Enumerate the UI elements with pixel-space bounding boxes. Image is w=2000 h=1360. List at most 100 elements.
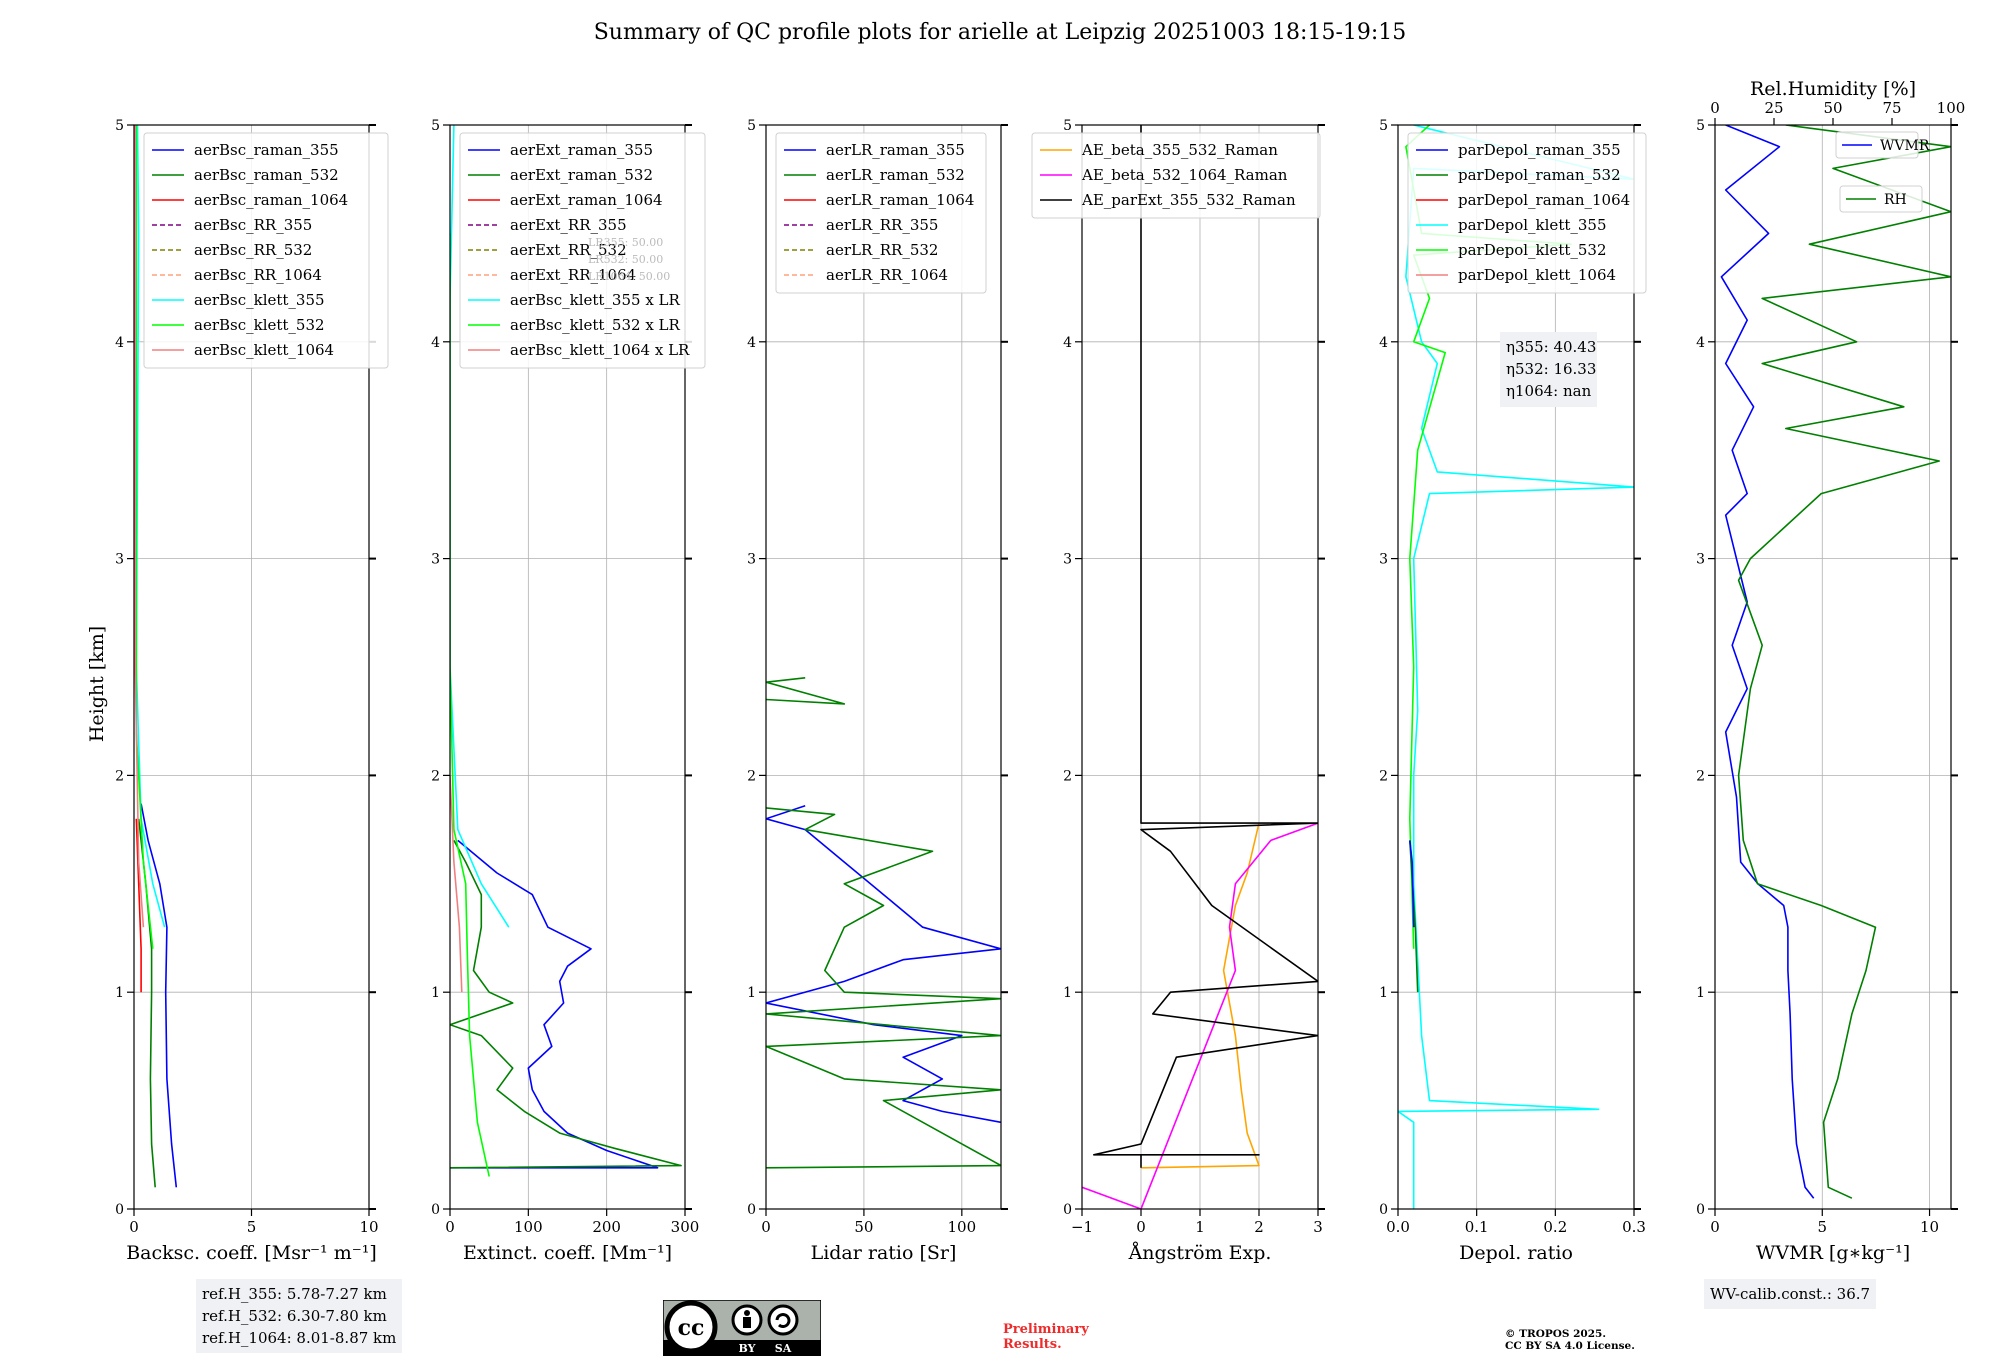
legend-label: aerBsc_raman_1064 (194, 191, 348, 209)
legend-label: aerLR_RR_1064 (826, 266, 948, 284)
x-axis-label: Backsc. coeff. [Msr⁻¹ m⁻¹] (126, 1242, 377, 1264)
x-tick-label: 300 (671, 1218, 700, 1236)
axes-frame (449, 124, 686, 1210)
legend-box (775, 132, 987, 294)
y-tick-label: 4 (747, 335, 756, 351)
x-tick-label: 0.1 (1465, 1218, 1489, 1236)
panel-backscatter: 0 1 2 3 4 5 0 5 10 Backsc. coeff. [Msr⁻¹ m⁻¹] aerB… (115, 118, 389, 1264)
preliminary-note: Preliminary Results. (1003, 1322, 1089, 1352)
figure-title: Summary of QC profile plots for arielle … (593, 20, 1407, 45)
y-tick-label: 2 (115, 768, 124, 784)
x-tick-label: 0.2 (1543, 1218, 1567, 1236)
series-group (1082, 125, 1318, 1209)
legend-label: aerBsc_klett_1064 x LR (510, 341, 690, 359)
eta-box (1500, 332, 1597, 407)
y-tick-label: 0 (747, 1202, 756, 1218)
x-tick-label: 0.0 (1386, 1218, 1410, 1236)
eta-line: η355: 40.43 (1506, 338, 1596, 356)
x-axis-label: Depol. ratio (1459, 1242, 1573, 1264)
legend-label: aerExt_RR_355 (510, 216, 627, 234)
series-line-AE_beta_532_1064_Raman (1082, 822, 1318, 1209)
legend-label: aerBsc_klett_1064 (194, 341, 334, 359)
legend-label: parDepol_klett_1064 (1458, 266, 1616, 284)
top-x-tick-label: 25 (1764, 99, 1783, 117)
legend-label: aerBsc_raman_355 (194, 141, 339, 159)
legend-label: aerLR_RR_532 (826, 241, 938, 259)
legend-label: aerExt_raman_1064 (510, 191, 663, 209)
legend-depol: parDepol_raman_355 parDepol_raman_532 parD… (1407, 132, 1647, 294)
series-line-aerBsc_raman_355 (140, 803, 178, 1188)
legend-label: aerBsc_RR_532 (194, 241, 312, 259)
ref-height-1064: ref.H_1064: 8.01-8.87 km (202, 1329, 397, 1347)
y-tick-label: 4 (1063, 335, 1072, 351)
copyright-line-2: CC BY SA 4.0 License. (1505, 1340, 1635, 1352)
y-tick-label: 4 (115, 335, 124, 351)
license-sa-label: SA (775, 1342, 792, 1355)
y-tick-label: 4 (1379, 335, 1388, 351)
series-line-AE_parExt_355_532_Raman (1093, 125, 1318, 1168)
y-tick-label: 4 (431, 335, 440, 351)
series-line-RH (1737, 125, 1951, 1199)
y-tick-label: 0 (431, 1202, 440, 1218)
legend-lidar_ratio: aerLR_raman_355 aerLR_raman_532 aerLR_rama… (775, 132, 987, 294)
legend-rh: RH (1839, 185, 1923, 213)
legend-label: parDepol_klett_532 (1458, 241, 1607, 259)
wv-calibration-constant: WV-calib.const.: 36.7 (1710, 1285, 1871, 1303)
y-tick-label: 3 (1696, 552, 1705, 568)
legend-label: aerBsc_RR_1064 (194, 266, 322, 284)
legend-label: AE_parExt_355_532_Raman (1081, 191, 1296, 209)
legend-label: aerLR_raman_355 (826, 141, 965, 159)
y-tick-label: 3 (431, 552, 440, 568)
top-x-axis-label: Rel.Humidity [%] (1750, 78, 1916, 100)
cc-license-badge: cc BY SA (663, 1300, 821, 1356)
legend-label: aerExt_raman_532 (510, 166, 653, 184)
legend-label: parDepol_raman_532 (1458, 166, 1621, 184)
ref-height-355: ref.H_355: 5.78-7.27 km (202, 1285, 387, 1303)
y-tick-label: 3 (1379, 552, 1388, 568)
legend-label: aerExt_raman_355 (510, 141, 653, 159)
legend-label: aerLR_raman_1064 (826, 191, 974, 209)
y-tick-label: 1 (115, 985, 124, 1001)
legend-label: RH (1884, 192, 1907, 208)
preliminary-line-1: Preliminary (1003, 1322, 1089, 1337)
legend-label: parDepol_raman_1064 (1458, 191, 1630, 209)
legend-label: aerBsc_klett_355 x LR (510, 291, 681, 309)
legend-extinction: aerExt_raman_355 aerExt_raman_532 aerExt_r… (459, 132, 706, 369)
legend-label: AE_beta_532_1064_Raman (1081, 166, 1288, 184)
eta-line: η1064: nan (1506, 382, 1592, 400)
legend-box (459, 132, 706, 369)
y-tick-label: 0 (115, 1202, 124, 1218)
ref-height-532: ref.H_532: 6.30-7.80 km (202, 1307, 387, 1325)
y-tick-label: 2 (747, 768, 756, 784)
legend-angstrom: AE_beta_355_532_Raman AE_beta_532_1064_Ra… (1031, 132, 1321, 219)
x-tick-label: 0 (761, 1218, 771, 1236)
y-tick-label: 2 (1696, 768, 1705, 784)
wv-calibration-box: WV-calib.const.: 36.7 (1704, 1279, 1877, 1309)
x-axis-label: WVMR [g∗kg⁻¹] (1756, 1242, 1910, 1264)
y-tick-label: 5 (1696, 118, 1705, 134)
y-tick-label: 1 (431, 985, 440, 1001)
lr-overlay-text: LR355: 50.00 (588, 236, 663, 249)
y-tick-label: 5 (747, 118, 756, 134)
y-tick-label: 2 (1063, 768, 1072, 784)
legend-label: aerExt_RR_1064 (510, 266, 636, 284)
series-line-WVMR (1720, 125, 1815, 1199)
y-tick-label: 1 (747, 985, 756, 1001)
series-line-aerLR_raman_532 (766, 807, 1001, 1169)
top-x-tick-label: 50 (1823, 99, 1842, 117)
x-tick-label: 0 (445, 1218, 455, 1236)
legend-label: parDepol_raman_355 (1458, 141, 1621, 159)
eta-line: η532: 16.33 (1506, 360, 1596, 378)
x-tick-label: 5 (1817, 1218, 1827, 1236)
x-tick-label: 10 (1920, 1218, 1939, 1236)
y-tick-label: 5 (115, 118, 124, 134)
legend-label: WVMR (1880, 138, 1930, 154)
series-line-aerExt_raman_532 (450, 840, 682, 1169)
series-line-aerBsc_klett_532 (135, 125, 154, 949)
legend-wvmr: WVMR (1835, 131, 1930, 159)
x-tick-label: 5 (247, 1218, 257, 1236)
legend-box (1407, 132, 1647, 294)
